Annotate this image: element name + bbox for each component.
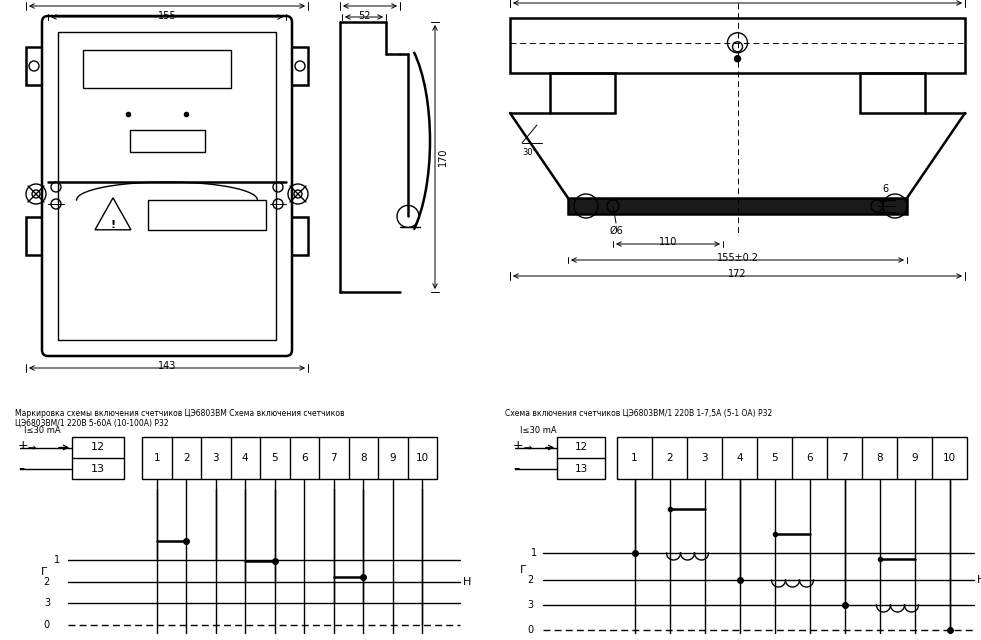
Text: Н: Н [463, 577, 472, 587]
Bar [286, 47, 308, 85]
Text: 10: 10 [416, 453, 429, 463]
Text: Г: Г [41, 567, 48, 577]
Text: 9: 9 [389, 453, 396, 463]
Text: 6: 6 [882, 184, 888, 194]
Text: 12: 12 [91, 442, 105, 452]
Text: Г: Г [520, 565, 527, 575]
Text: 7: 7 [841, 453, 848, 463]
Bar [72, 437, 124, 479]
Text: 1: 1 [54, 555, 60, 565]
Text: 0: 0 [527, 625, 533, 635]
Text: 155: 155 [158, 11, 177, 21]
Text: 8: 8 [360, 453, 367, 463]
Text: !: ! [111, 220, 116, 230]
Text: 30°: 30° [522, 148, 537, 157]
Text: 2: 2 [182, 453, 189, 463]
Text: I≤30 mA: I≤30 mA [24, 426, 61, 435]
Text: –: – [18, 462, 25, 475]
Text: 3: 3 [527, 600, 533, 610]
Text: 155±0.2: 155±0.2 [716, 253, 758, 263]
Bar [286, 217, 308, 255]
Text: 1: 1 [153, 453, 160, 463]
Bar [130, 130, 205, 152]
Text: 6: 6 [806, 453, 813, 463]
Text: →: → [523, 444, 531, 454]
Text: 3: 3 [701, 453, 708, 463]
Text: 52: 52 [358, 11, 370, 21]
Text: 5: 5 [272, 453, 278, 463]
Bar [148, 200, 266, 230]
Text: Схема включения счетчиков ЦЭ6803ВМ/1 220В 1-7,5А (5-1 ОА) Р32: Схема включения счетчиков ЦЭ6803ВМ/1 220… [505, 409, 772, 418]
Text: 3: 3 [213, 453, 219, 463]
Text: 4: 4 [736, 453, 743, 463]
Text: +: + [18, 439, 28, 452]
Text: 143: 143 [158, 361, 177, 371]
Text: 7: 7 [331, 453, 337, 463]
Text: 172: 172 [158, 0, 177, 1]
Text: 12: 12 [574, 442, 588, 452]
Text: 0: 0 [44, 620, 50, 630]
Bar [617, 437, 967, 479]
Text: 2: 2 [527, 575, 533, 585]
Circle shape [735, 56, 741, 61]
Text: 4: 4 [242, 453, 248, 463]
Bar [142, 437, 437, 479]
Text: →: → [28, 444, 36, 454]
Text: 110: 110 [659, 237, 677, 247]
Bar [568, 198, 907, 214]
Text: 172: 172 [728, 269, 747, 279]
Text: 1: 1 [531, 548, 537, 558]
Text: 3: 3 [44, 598, 50, 608]
Text: 10: 10 [943, 453, 956, 463]
Bar [557, 437, 605, 479]
Text: 170: 170 [438, 148, 448, 166]
Text: 9: 9 [911, 453, 918, 463]
Text: Ø6: Ø6 [609, 226, 623, 236]
Text: 6: 6 [301, 453, 308, 463]
Bar [860, 73, 925, 113]
Text: I≤30 mA: I≤30 mA [520, 426, 556, 435]
Text: 1: 1 [631, 453, 638, 463]
Bar [510, 18, 965, 73]
Text: +: + [513, 439, 524, 452]
Text: 13: 13 [91, 463, 105, 474]
Text: 5: 5 [771, 453, 778, 463]
Text: 8: 8 [876, 453, 883, 463]
Text: 2: 2 [44, 577, 50, 587]
Bar [26, 47, 48, 85]
Bar [83, 50, 231, 88]
Text: 55,5: 55,5 [359, 0, 381, 1]
Text: Маркировка схемы включения счетчиков ЦЭ6803ВМ Схема включения счетчиков: Маркировка схемы включения счетчиков ЦЭ6… [15, 409, 344, 418]
Text: Н: Н [977, 575, 981, 585]
Text: 2: 2 [666, 453, 673, 463]
Text: –: – [513, 462, 519, 475]
Bar [26, 217, 48, 255]
FancyBboxPatch shape [42, 16, 292, 356]
Text: 13: 13 [574, 463, 588, 474]
Text: ЦЭ6803ВМ/1 220В 5-60А (10-100А) Р32: ЦЭ6803ВМ/1 220В 5-60А (10-100А) Р32 [15, 419, 169, 428]
Bar [550, 73, 615, 113]
Bar [58, 32, 276, 340]
